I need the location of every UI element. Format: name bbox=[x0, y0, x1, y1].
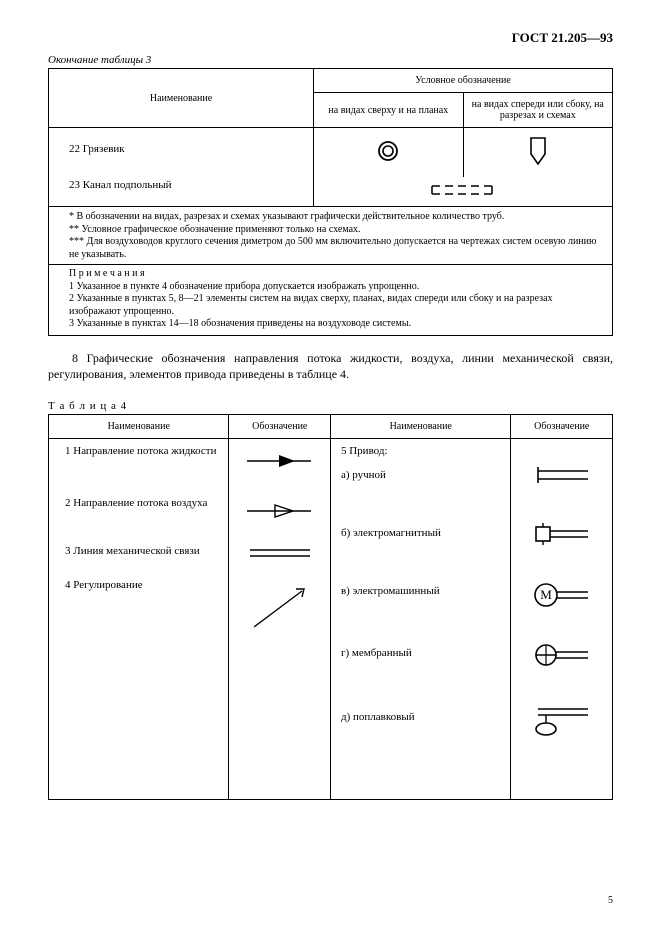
t3-header-group: Условное обозначение bbox=[314, 69, 613, 93]
t4-left-symbols bbox=[229, 438, 331, 799]
underfloor-channel-icon bbox=[428, 183, 498, 197]
note-star1: * В обозначении на видах, разрезах и схе… bbox=[69, 211, 604, 224]
t4-item5b: б) электромагнитный bbox=[341, 527, 502, 539]
note-p3: 3 Указанные в пунктах 14—18 обозначения … bbox=[69, 318, 604, 331]
electric-motor-drive-icon: M bbox=[532, 581, 592, 609]
note-p2: 2 Указанные в пунктах 5, 8—21 элементы с… bbox=[69, 293, 604, 318]
document-id: ГОСТ 21.205—93 bbox=[48, 30, 613, 46]
dirt-trap-side-icon bbox=[523, 134, 553, 168]
table-4: Наименование Обозначение Наименование Об… bbox=[48, 414, 613, 800]
notes-heading: П р и м е ч а н и я bbox=[69, 268, 604, 281]
t4-item5a: а) ручной bbox=[341, 469, 502, 481]
t4-item3: 3 Линия механической связи bbox=[65, 545, 220, 557]
t4-right-names: 5 Привод: а) ручной б) электромагнитный … bbox=[330, 438, 510, 799]
dirt-trap-plan-icon bbox=[376, 139, 400, 163]
note-star3: *** Для воздуховодов круглого сечения ди… bbox=[69, 236, 604, 261]
svg-text:M: M bbox=[540, 587, 552, 602]
electromagnetic-drive-icon bbox=[532, 521, 592, 547]
membrane-drive-icon bbox=[532, 641, 592, 669]
liquid-flow-arrow-icon bbox=[245, 451, 315, 471]
paragraph-8: 8 Графические обозначения направления по… bbox=[48, 350, 613, 382]
t3-row23-name: 23 Канал подпольный bbox=[69, 179, 305, 191]
mech-link-icon bbox=[248, 547, 312, 559]
t4-item5d: д) поплавковый bbox=[341, 711, 502, 723]
t3-row22-sym1 bbox=[314, 128, 463, 178]
air-flow-arrow-icon bbox=[245, 501, 315, 521]
t4-h-name-r: Наименование bbox=[330, 414, 510, 438]
t4-h-name-l: Наименование bbox=[49, 414, 229, 438]
t4-item1: 1 Направление потока жидкости bbox=[65, 445, 220, 457]
note-star2: ** Условное графическое обозначение прим… bbox=[69, 224, 604, 237]
note-p1: 1 Указанное в пункте 4 обозначение прибо… bbox=[69, 281, 604, 294]
table3-notes: * В обозначении на видах, разрезах и схе… bbox=[48, 207, 613, 336]
t4-item4: 4 Регулирование bbox=[65, 579, 220, 591]
t3-header-sub1: на видах сверху и на планах bbox=[314, 93, 463, 128]
table4-caption: Т а б л и ц а 4 bbox=[48, 400, 613, 412]
t3-header-name: Наименование bbox=[49, 69, 314, 128]
t4-item5: 5 Привод: bbox=[341, 445, 502, 457]
t3-row22-sym2 bbox=[463, 128, 612, 178]
t4-left-names: 1 Направление потока жидкости 2 Направле… bbox=[49, 438, 229, 799]
t4-item2: 2 Направление потока воздуха bbox=[65, 497, 220, 509]
t4-h-sym-l: Обозначение bbox=[229, 414, 331, 438]
regulation-icon bbox=[248, 583, 312, 633]
manual-drive-icon bbox=[532, 463, 592, 487]
page-number: 5 bbox=[608, 895, 613, 906]
t4-right-symbols: M bbox=[511, 438, 613, 799]
table-3: Наименование Условное обозначение на вид… bbox=[48, 68, 613, 207]
t3-row23-sym bbox=[314, 177, 613, 207]
t4-item5v: в) электромашинный bbox=[341, 585, 502, 597]
t4-item5g: г) мембранный bbox=[341, 647, 502, 659]
float-drive-icon bbox=[532, 703, 592, 737]
t3-row22-name: 22 Грязевик bbox=[69, 143, 305, 155]
t3-header-sub2: на видах спереди или сбоку, на разрезах … bbox=[463, 93, 612, 128]
t4-h-sym-r: Обозначение bbox=[511, 414, 613, 438]
table3-end-caption: Окончание таблицы 3 bbox=[48, 54, 613, 66]
